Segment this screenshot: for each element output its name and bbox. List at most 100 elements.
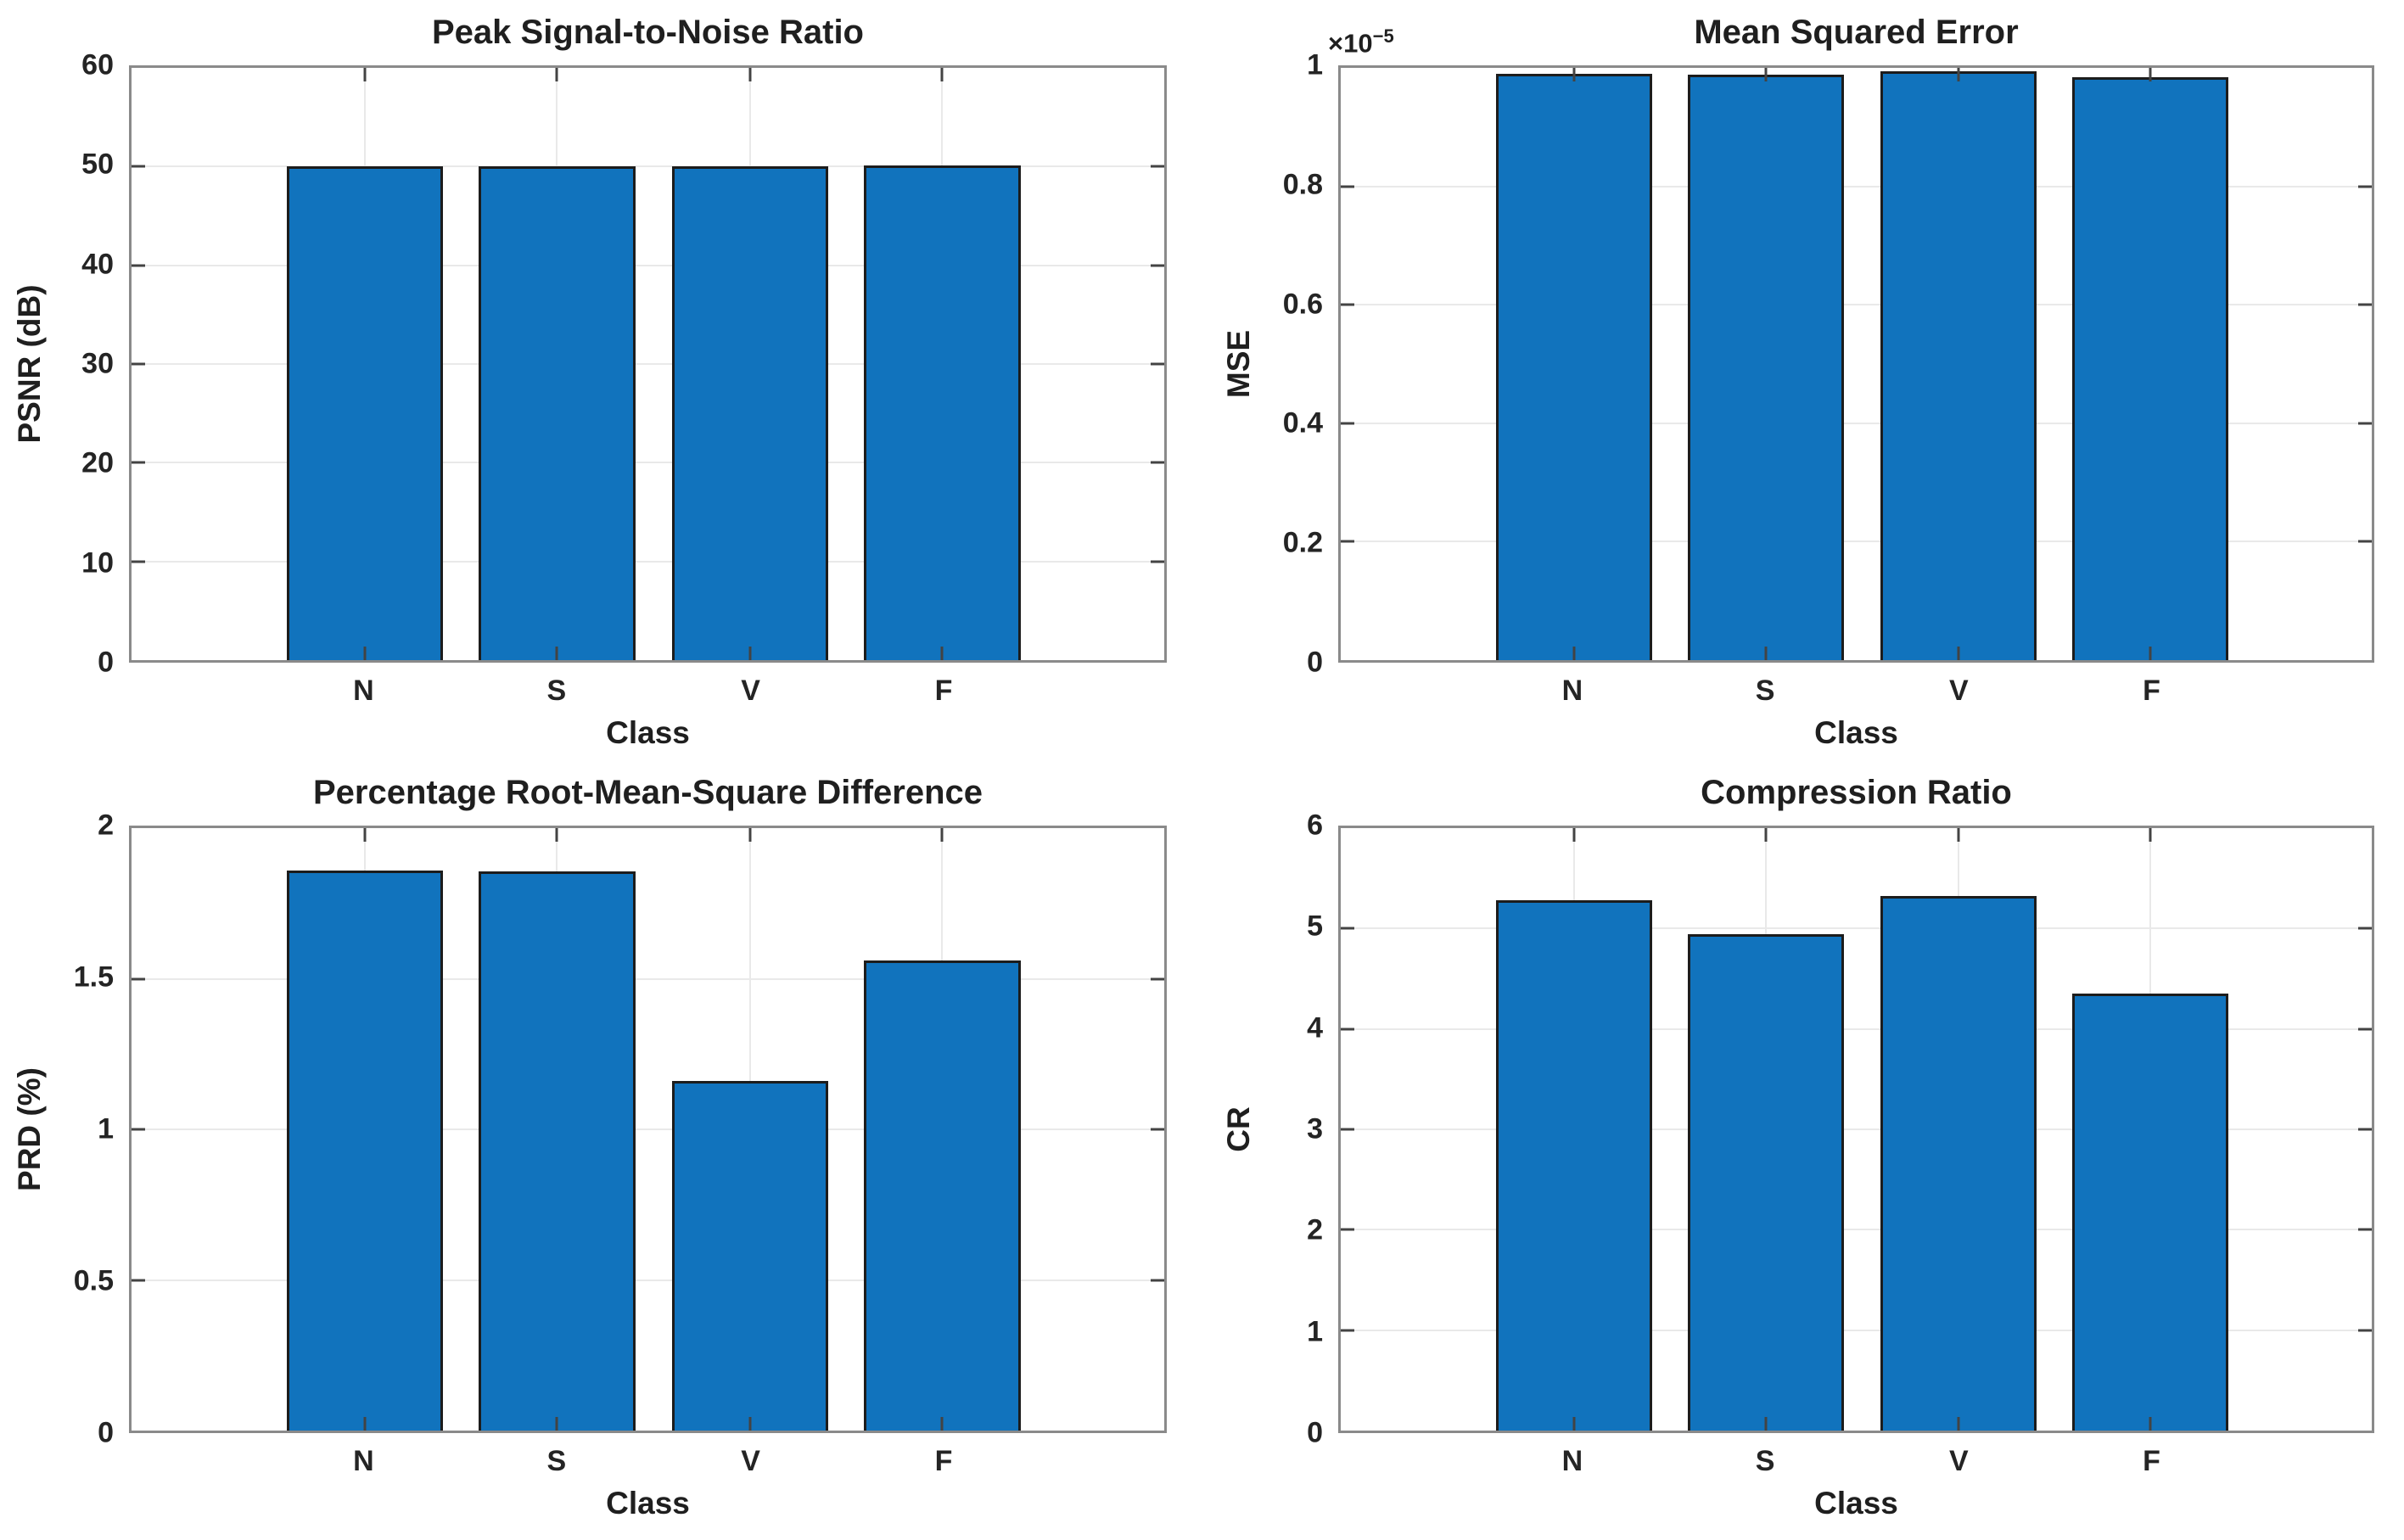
x-tick-mark [1764, 647, 1768, 660]
y-tick-mark [1151, 1279, 1164, 1281]
x-tick-mark [1572, 647, 1576, 660]
y-tick-label: 1 [1307, 48, 1323, 81]
bar-N [286, 870, 444, 1431]
bar-N [1495, 900, 1652, 1431]
y-tick-mark [132, 560, 145, 563]
h-gridline [132, 560, 1164, 563]
bar-N [286, 166, 444, 660]
y-tick-mark [1341, 1228, 1354, 1231]
h-gridline [1341, 1329, 2372, 1331]
y-tick-mark [1151, 461, 1164, 464]
y-tick-mark [1341, 422, 1354, 425]
exponent-base: ×10 [1328, 28, 1373, 58]
x-tick-mark [2149, 647, 2152, 660]
y-tick-mark [2358, 540, 2372, 543]
h-gridline [132, 1279, 1164, 1281]
y-tick-label: 2 [98, 809, 114, 842]
x-tick-mark [1764, 1417, 1768, 1431]
bar-V [1880, 70, 2037, 660]
x-tick-label: N [353, 1445, 374, 1477]
bar-S [479, 166, 636, 660]
chart-title: Mean Squared Error [1694, 14, 2019, 51]
y-tick-mark [1341, 303, 1354, 306]
x-tick-mark [363, 68, 367, 81]
h-gridline [132, 264, 1164, 266]
y-tick-mark [1341, 540, 1354, 543]
y-tick-mark [1151, 165, 1164, 168]
bar-F [2071, 77, 2228, 660]
x-tick-mark [1572, 1417, 1576, 1431]
x-tick-mark [748, 68, 752, 81]
y-tick-label: 10 [81, 546, 114, 580]
bar-S [1687, 934, 1844, 1431]
x-tick-mark [1572, 828, 1576, 842]
y-tick-mark [2358, 1329, 2372, 1332]
y-tick-mark [1151, 1128, 1164, 1131]
y-tick-mark [1341, 1329, 1354, 1332]
x-axis-label: Class [1814, 1486, 1898, 1520]
x-tick-label: F [2143, 675, 2160, 707]
h-gridline [1341, 540, 2372, 543]
x-tick-label: F [934, 1445, 953, 1477]
y-tick-label: 1 [98, 1112, 114, 1145]
bar-V [1880, 896, 2037, 1431]
y-tick-label: 0.4 [1282, 406, 1323, 440]
x-tick-label: S [1755, 1445, 1775, 1477]
bar-F [864, 960, 1021, 1431]
x-tick-label: F [934, 675, 953, 707]
h-gridline [132, 977, 1164, 980]
x-tick-label: N [1561, 675, 1583, 707]
y-tick-mark [1341, 185, 1354, 188]
x-tick-mark [748, 828, 752, 842]
h-gridline [1341, 422, 2372, 424]
y-tick-mark [2358, 185, 2372, 188]
y-tick-mark [1151, 560, 1164, 563]
y-tick-mark [132, 1128, 145, 1131]
y-tick-label: 1 [1307, 1315, 1323, 1348]
y-tick-label: 50 [81, 148, 114, 181]
y-tick-label: 0.2 [1282, 526, 1323, 559]
x-tick-label: V [1949, 1445, 1969, 1477]
x-axis-label: Class [606, 715, 690, 750]
x-tick-mark [555, 1417, 558, 1431]
y-tick-label: 30 [81, 347, 114, 380]
y-axis-label: PSNR (dB) [12, 284, 47, 444]
y-tick-label: 6 [1307, 809, 1323, 842]
y-tick-mark [2358, 1028, 2372, 1031]
x-tick-mark [555, 68, 558, 81]
y-tick-label: 4 [1307, 1011, 1323, 1044]
y-tick-label: 20 [81, 446, 114, 479]
y-tick-label: 0.6 [1282, 288, 1323, 321]
y-tick-label: 0.5 [73, 1264, 114, 1297]
y-tick-mark [132, 977, 145, 980]
x-tick-label: S [546, 1445, 567, 1477]
x-tick-mark [748, 1417, 752, 1431]
y-tick-label: 0.8 [1282, 168, 1323, 201]
bar-V [671, 1081, 829, 1431]
y-tick-mark [132, 165, 145, 168]
x-axis-label: Class [1814, 715, 1898, 750]
y-tick-label: 2 [1307, 1213, 1323, 1246]
y-tick-label: 0 [98, 1416, 114, 1449]
x-tick-mark [363, 647, 367, 660]
y-tick-mark [132, 461, 145, 464]
exponent-power: −5 [1372, 25, 1394, 47]
y-tick-label: 0 [1307, 646, 1323, 679]
y-tick-mark [2358, 1128, 2372, 1131]
h-gridline [1341, 1128, 2372, 1130]
h-gridline [132, 1128, 1164, 1130]
x-tick-label: N [353, 675, 374, 707]
bar-V [671, 166, 829, 660]
h-gridline [1341, 1229, 2372, 1231]
y-tick-mark [2358, 303, 2372, 306]
h-gridline [132, 363, 1164, 365]
h-gridline [1341, 304, 2372, 306]
bar-F [2071, 994, 2228, 1431]
x-tick-mark [363, 828, 367, 842]
h-gridline [1341, 185, 2372, 188]
x-tick-mark [2149, 1417, 2152, 1431]
x-tick-mark [940, 647, 944, 660]
x-tick-label: V [741, 1445, 760, 1477]
x-tick-mark [1764, 68, 1768, 81]
